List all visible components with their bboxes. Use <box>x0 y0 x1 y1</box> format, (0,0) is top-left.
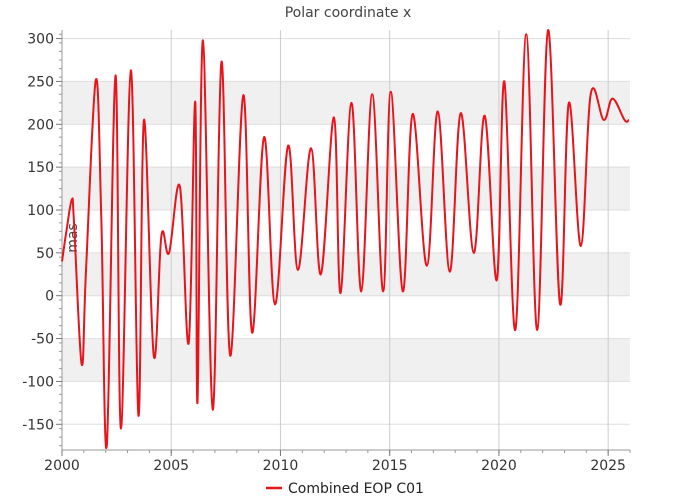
plot-band <box>62 338 630 382</box>
x-axis-ticks: 2000 2005 2010 2015 2020 2025 <box>44 450 626 474</box>
plot-band <box>62 252 630 296</box>
y-tick-label: -150 <box>22 417 54 433</box>
x-tick-label: 2000 <box>44 458 80 474</box>
y-tick-label: 100 <box>27 203 54 219</box>
series-line-combined-eop-c01 <box>61 28 630 450</box>
y-tick-label: 150 <box>27 160 54 176</box>
plot-band <box>62 81 630 125</box>
y-tick-label: 200 <box>27 117 54 133</box>
y-tick-label: -50 <box>31 332 54 348</box>
chart-title: Polar coordinate x <box>285 5 412 21</box>
series-layer <box>61 28 630 450</box>
y-axis-ticks: -150 -100 -50 0 50 100 150 200 250 300 <box>22 32 62 433</box>
y-tick-label: -100 <box>22 374 54 390</box>
y-tick-label: 300 <box>27 32 54 48</box>
legend[interactable]: Combined EOP C01 <box>266 481 424 497</box>
x-tick-label: 2015 <box>372 458 408 474</box>
legend-label-combined-eop-c01: Combined EOP C01 <box>288 481 424 497</box>
x-tick-label: 2010 <box>263 458 299 474</box>
x-tick-label: 2005 <box>153 458 189 474</box>
x-tick-label: 2025 <box>590 458 626 474</box>
y-tick-label: 50 <box>36 246 54 262</box>
x-tick-label: 2020 <box>481 458 517 474</box>
y-tick-label: 250 <box>27 74 54 90</box>
plot-frame <box>59 30 631 453</box>
y-tick-label: 0 <box>45 289 54 305</box>
y-axis-label: mas <box>65 223 81 253</box>
